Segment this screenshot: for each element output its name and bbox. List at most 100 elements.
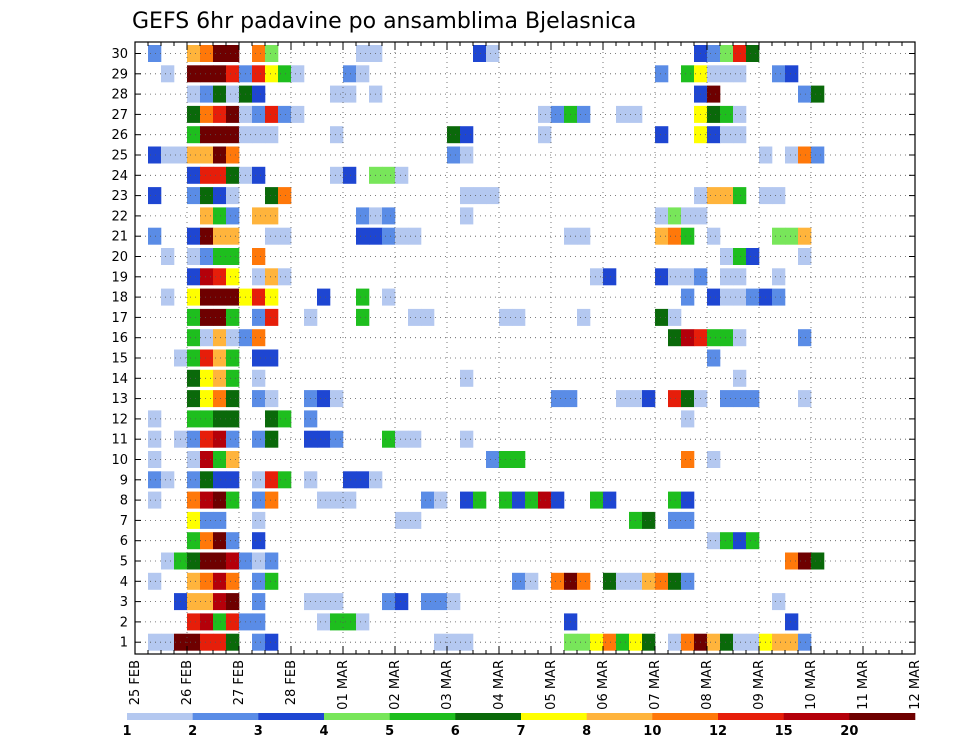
y-tick-label: 3 xyxy=(120,595,128,610)
heatmap-cell xyxy=(187,227,201,245)
heatmap-cell xyxy=(213,268,227,286)
heatmap-cell xyxy=(746,390,760,408)
heatmap-cell xyxy=(382,227,396,245)
heatmap-cell xyxy=(213,491,227,509)
heatmap-cell xyxy=(772,593,786,611)
heatmap-cell xyxy=(356,207,370,225)
y-tick-label: 13 xyxy=(111,392,128,407)
heatmap-cell xyxy=(512,308,526,326)
heatmap-cell xyxy=(252,613,266,631)
heatmap-cell xyxy=(707,288,721,306)
heatmap-cell xyxy=(746,248,760,265)
heatmap-cell xyxy=(707,85,721,103)
heatmap-cell xyxy=(681,633,695,651)
heatmap-cell xyxy=(460,491,474,509)
heatmap-cell xyxy=(707,451,721,468)
heatmap-cell xyxy=(278,65,292,83)
heatmap-cell xyxy=(278,410,292,428)
heatmap-cell xyxy=(200,187,214,205)
heatmap-cell xyxy=(525,491,539,509)
colorbar-label: 5 xyxy=(385,724,394,739)
heatmap-cell xyxy=(148,633,162,651)
heatmap-cell xyxy=(252,390,266,408)
colorbar-swatch xyxy=(389,713,456,720)
heatmap-cell xyxy=(252,430,266,448)
heatmap-cell xyxy=(616,633,630,651)
heatmap-cell xyxy=(668,207,682,225)
colorbar-label: 6 xyxy=(451,724,460,739)
heatmap-cell xyxy=(200,349,214,367)
heatmap-cell xyxy=(187,349,201,367)
heatmap-cell xyxy=(252,207,266,225)
heatmap-cell xyxy=(226,430,240,448)
heatmap-cell xyxy=(707,187,721,205)
heatmap-cell xyxy=(252,85,266,103)
heatmap-cells xyxy=(148,45,825,651)
heatmap-cell xyxy=(161,471,175,489)
heatmap-cell xyxy=(668,572,682,590)
heatmap-cell xyxy=(252,105,266,123)
heatmap-cell xyxy=(187,593,201,611)
heatmap-cell xyxy=(473,45,487,62)
heatmap-cell xyxy=(187,146,201,164)
heatmap-cell xyxy=(356,471,370,489)
heatmap-cell xyxy=(681,572,695,590)
colorbar-label: 12 xyxy=(709,724,727,739)
y-tick-label: 7 xyxy=(120,514,128,529)
heatmap-cell xyxy=(733,65,747,83)
heatmap-cell xyxy=(200,85,214,103)
heatmap-cell xyxy=(226,105,240,123)
heatmap-cell xyxy=(200,65,214,83)
heatmap-cell xyxy=(148,430,162,448)
heatmap-cell xyxy=(200,248,214,265)
colorbar-label: 1 xyxy=(122,724,131,739)
heatmap-cell xyxy=(213,410,227,428)
x-tick-label: 09 MAR xyxy=(752,660,767,710)
y-tick-label: 22 xyxy=(111,209,128,224)
heatmap-cell xyxy=(226,45,240,62)
heatmap-cell xyxy=(187,329,201,347)
heatmap-cell xyxy=(226,308,240,326)
x-tick-label: 10 MAR xyxy=(804,660,819,710)
heatmap-cell xyxy=(148,45,162,62)
heatmap-cell xyxy=(213,349,227,367)
heatmap-cell xyxy=(330,126,344,144)
x-tick-label: 27 FEB xyxy=(232,660,247,705)
heatmap-cell xyxy=(707,633,721,651)
heatmap-cell xyxy=(486,45,500,62)
heatmap-cell xyxy=(421,308,435,326)
heatmap-cell xyxy=(213,288,227,306)
heatmap-cell xyxy=(616,105,630,123)
heatmap-cell xyxy=(187,288,201,306)
heatmap-cell xyxy=(187,572,201,590)
heatmap-cell xyxy=(213,633,227,651)
heatmap-cell xyxy=(148,227,162,245)
heatmap-cell xyxy=(200,105,214,123)
heatmap-cell xyxy=(213,85,227,103)
colorbar-swatch xyxy=(718,713,784,720)
heatmap-cell xyxy=(200,471,214,489)
heatmap-cell xyxy=(213,146,227,164)
y-tick-label: 1 xyxy=(120,636,128,651)
heatmap-cell xyxy=(213,430,227,448)
heatmap-cell xyxy=(681,227,695,245)
heatmap-cell xyxy=(382,430,396,448)
heatmap-cell xyxy=(707,329,721,347)
heatmap-cell xyxy=(226,227,240,245)
heatmap-cell xyxy=(408,308,422,326)
heatmap-cell xyxy=(200,410,214,428)
heatmap-cell xyxy=(265,390,279,408)
heatmap-cell xyxy=(707,349,721,367)
x-tick-label: 07 MAR xyxy=(648,660,663,710)
heatmap-cell xyxy=(200,613,214,631)
heatmap-cell xyxy=(187,430,201,448)
heatmap-cell xyxy=(213,552,227,570)
heatmap-cell xyxy=(720,288,734,306)
heatmap-cell xyxy=(213,45,227,62)
heatmap-cell xyxy=(356,308,370,326)
heatmap-cell xyxy=(330,85,344,103)
heatmap-cell xyxy=(811,146,825,164)
colorbar-swatch xyxy=(258,713,325,720)
heatmap-cell xyxy=(226,85,240,103)
heatmap-cell xyxy=(733,45,747,62)
